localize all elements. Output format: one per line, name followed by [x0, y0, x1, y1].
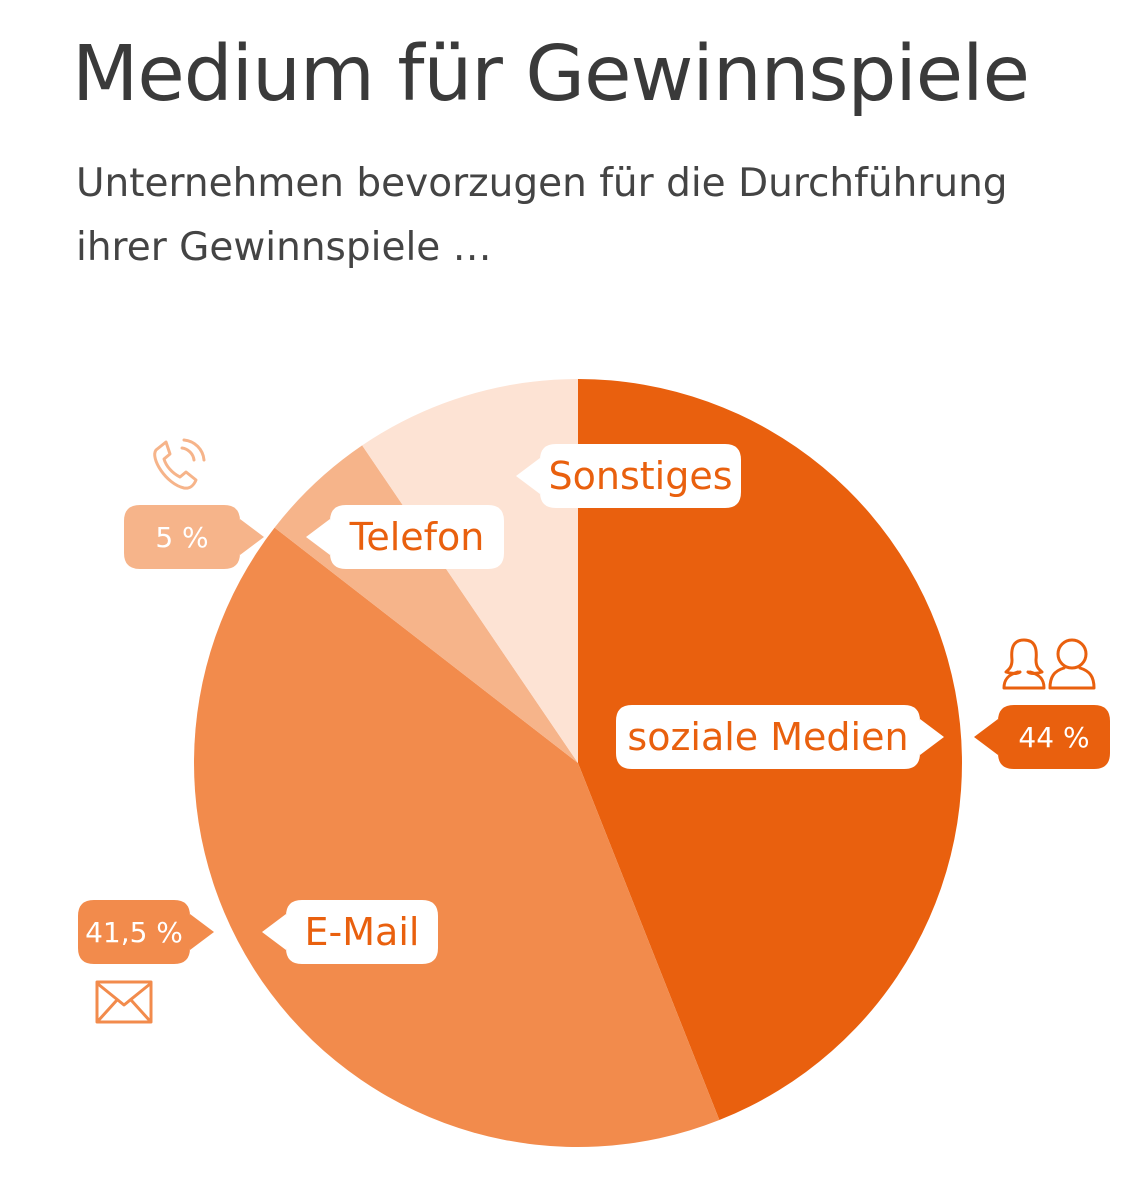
- chart-title: Medium für Gewinnspiele: [72, 30, 1030, 119]
- slice-label-sonstiges: Sonstiges: [548, 454, 732, 498]
- chart-subtitle: Unternehmen bevorzugen für die Durchführ…: [76, 161, 1008, 270]
- slice-e-mail: [193, 527, 720, 1147]
- value-badge-e-mail: [78, 900, 214, 964]
- people-icon: [1002, 638, 1096, 690]
- value-badge-soziale-medien: [974, 705, 1110, 769]
- slice-label-soziale-medien: soziale Medien: [627, 715, 908, 759]
- slice-label-telefon: Telefon: [349, 515, 485, 559]
- name-badge-sonstiges: [516, 444, 741, 508]
- value-label-e-mail: 41,5 %: [85, 916, 183, 949]
- pie-labels: 44 % soziale Medien 41,5 % E-Mail 5 % Telefon…: [78, 438, 1110, 1024]
- phone-icon: [153, 438, 206, 490]
- slice-label-e-mail: E-Mail: [305, 910, 420, 954]
- name-badge-e-mail: [262, 900, 438, 964]
- value-label-soziale-medien: 44 %: [1018, 721, 1089, 754]
- value-badge-telefon: [124, 505, 264, 569]
- envelope-icon: [95, 980, 153, 1024]
- name-badge-telefon: [306, 505, 504, 569]
- name-badge-soziale-medien: [616, 705, 944, 769]
- value-label-telefon: 5 %: [155, 521, 208, 554]
